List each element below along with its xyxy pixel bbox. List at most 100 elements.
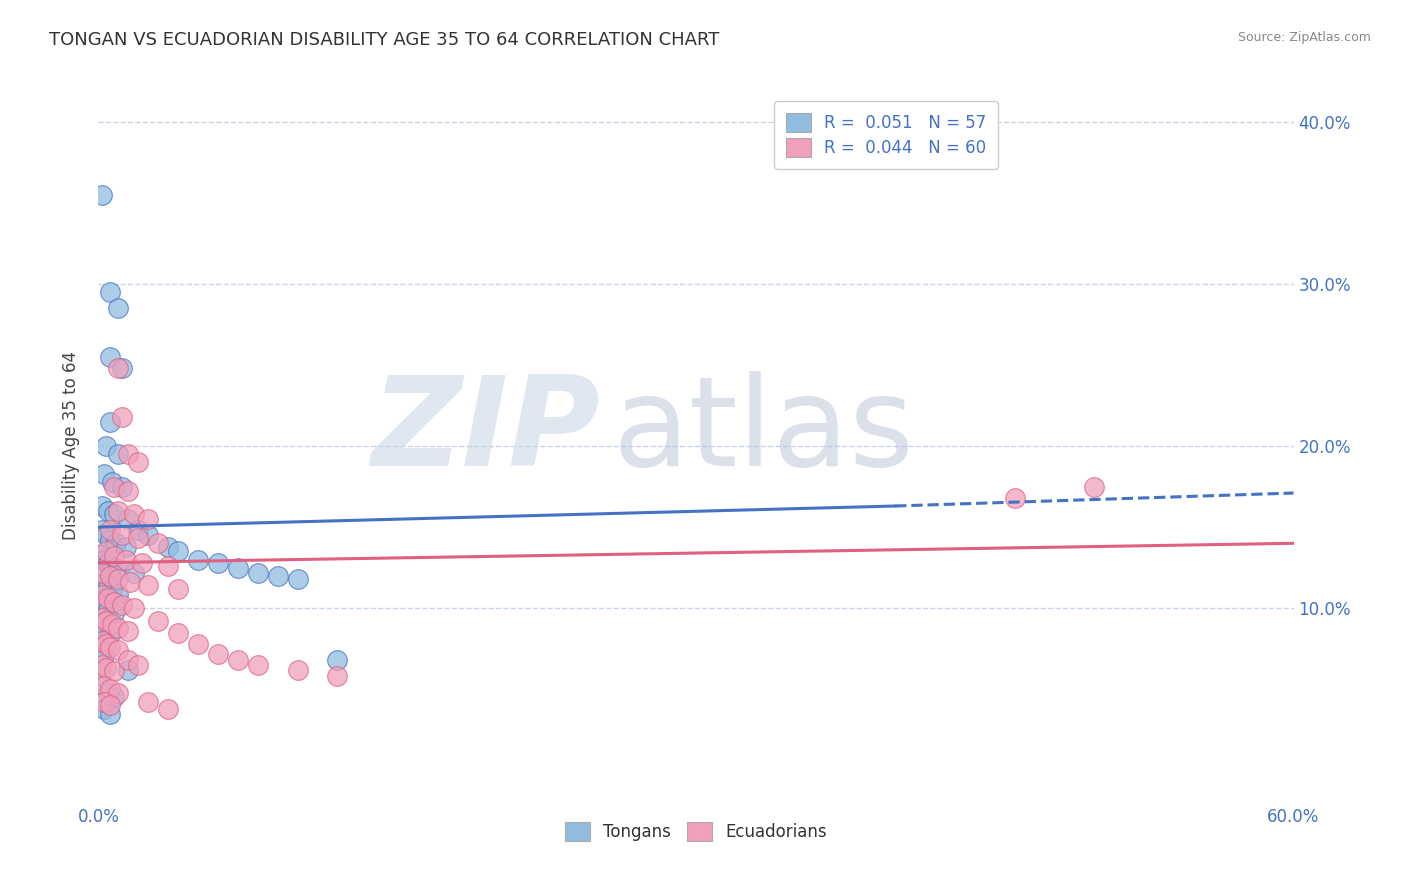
Point [93,577,115,591]
Point [107,572,129,586]
Point [207,647,229,661]
Point [98,285,122,299]
Point [93,679,115,693]
Legend: Tongans, Ecuadorians: Tongans, Ecuadorians [558,815,834,848]
Point [157,702,180,716]
Point [93,695,115,709]
Point [287,572,309,586]
Point [117,447,139,461]
Y-axis label: Disability Age 35 to 64: Disability Age 35 to 64 [62,351,80,541]
Point [107,621,129,635]
Point [124,507,146,521]
Point [101,475,124,489]
Point [93,702,115,716]
Point [267,568,290,582]
Point [91,611,114,625]
Point [103,479,125,493]
Point [89,669,111,683]
Point [97,603,120,617]
Point [91,588,114,602]
Text: atlas: atlas [613,371,914,492]
Point [226,560,249,574]
Point [124,566,146,580]
Text: TONGAN VS ECUADORIAN DISABILITY AGE 35 TO 64 CORRELATION CHART: TONGAN VS ECUADORIAN DISABILITY AGE 35 T… [49,31,720,49]
Point [103,665,125,679]
Point [91,633,114,648]
Point [117,663,139,677]
Point [101,559,124,574]
Point [107,447,129,461]
Point [89,621,111,635]
Point [107,562,129,576]
Point [246,657,269,672]
Point [91,499,114,513]
Point [187,637,209,651]
Point [136,578,159,592]
Point [136,512,159,526]
Point [187,552,209,566]
Point [89,645,111,659]
Point [103,690,125,705]
Point [107,504,129,518]
Point [1083,479,1105,493]
Point [148,614,170,628]
Point [136,695,159,709]
Point [97,580,120,594]
Point [98,706,122,721]
Point [207,556,229,570]
Point [91,657,114,672]
Point [89,572,111,586]
Point [91,187,114,202]
Point [97,504,120,518]
Point [127,532,149,546]
Point [89,596,111,610]
Point [107,361,129,376]
Point [1004,491,1026,505]
Point [157,540,180,554]
Point [115,552,138,566]
Point [246,566,269,580]
Point [107,586,129,600]
Point [89,548,111,562]
Point [96,544,118,558]
Point [91,566,114,580]
Point [103,549,125,564]
Point [107,685,129,699]
Point [326,653,349,667]
Point [287,663,309,677]
Point [103,507,125,521]
Point [167,582,190,596]
Point [148,536,170,550]
Point [127,524,149,538]
Point [96,614,118,628]
Point [117,484,139,499]
Point [107,301,129,315]
Point [103,595,125,609]
Point [167,544,190,558]
Point [98,350,122,364]
Point [98,524,122,538]
Point [98,415,122,429]
Point [96,661,118,675]
Point [101,617,124,632]
Point [127,657,149,672]
Point [115,540,138,554]
Point [96,637,118,651]
Text: ZIP: ZIP [371,371,600,492]
Point [157,559,180,574]
Point [97,556,120,570]
Point [98,682,122,697]
Point [127,455,149,469]
Point [226,653,249,667]
Point [103,606,125,620]
Point [98,533,122,547]
Point [107,643,129,657]
Point [131,556,153,570]
Point [98,568,122,582]
Point [111,598,134,612]
Point [97,685,120,699]
Point [91,524,114,538]
Point [326,669,349,683]
Point [120,575,142,590]
Point [93,624,115,638]
